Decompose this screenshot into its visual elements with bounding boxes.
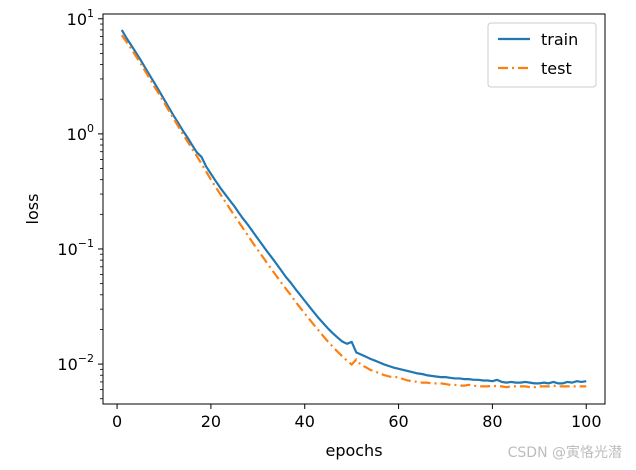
x-tick-label: 20	[201, 412, 221, 431]
axes-frame	[102, 13, 606, 405]
legend-label-train: train	[541, 30, 578, 49]
x-tick-label: 60	[388, 412, 408, 431]
x-tick-label: 40	[295, 412, 315, 431]
y-tick-label: 101	[67, 7, 94, 29]
y-tick-label: 100	[67, 122, 94, 144]
x-axis-label: epochs	[325, 441, 382, 460]
watermark: CSDN @寅恪光潜	[507, 445, 622, 461]
series-line-train	[120, 29, 587, 385]
plot-content: 0 20 40 60 80 100 10−2 10−1 100 101 epochs loss	[23, 7, 606, 460]
legend: train test	[487, 22, 597, 88]
x-tick-label: 80	[482, 412, 502, 431]
y-tick-label: 10−1	[57, 237, 94, 259]
y-axis-label: loss	[23, 194, 42, 225]
x-tick-label: 0	[112, 412, 122, 431]
y-tick-label: 10−2	[57, 352, 94, 374]
x-tick-label: 100	[571, 412, 602, 431]
legend-label-test: test	[541, 59, 572, 78]
series-line-test	[120, 34, 587, 389]
